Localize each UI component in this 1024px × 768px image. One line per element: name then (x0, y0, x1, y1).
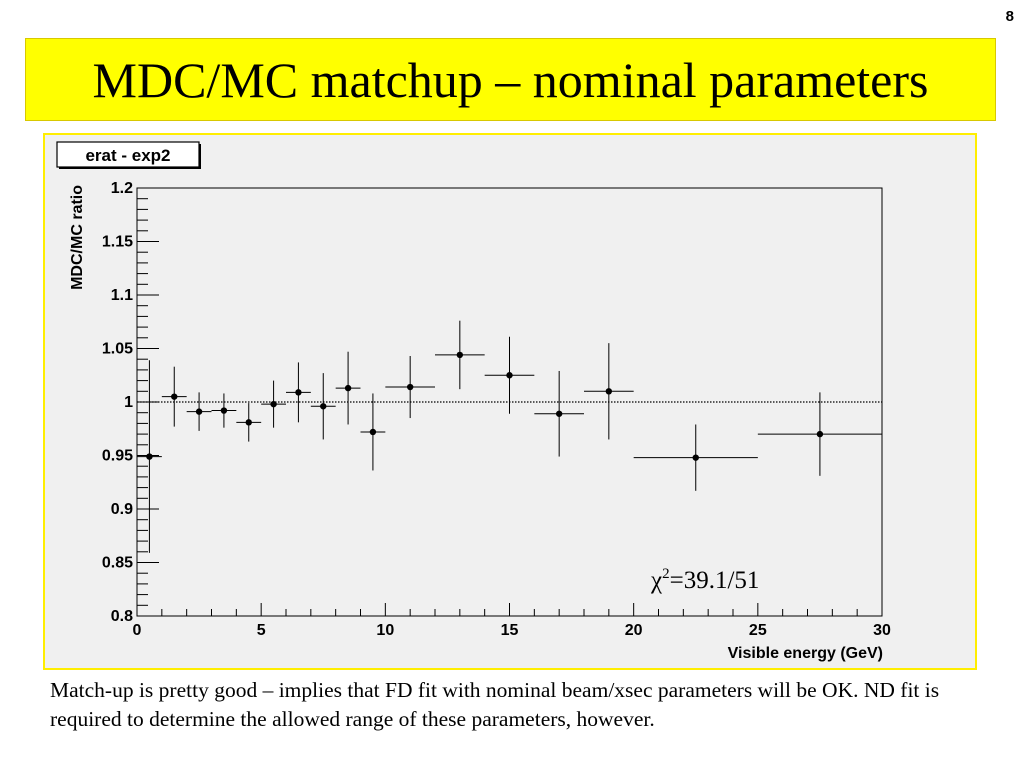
y-tick-label: 1 (124, 394, 133, 411)
x-tick-label: 30 (873, 622, 891, 639)
stats-title-box: erat - exp2 (56, 141, 201, 169)
data-point (310, 373, 336, 440)
data-marker (456, 351, 464, 359)
y-tick-label: 1.2 (111, 180, 133, 197)
x-tick-labels: 0 5 10 15 20 25 30 (133, 622, 891, 639)
data-marker (506, 372, 513, 379)
y-tick-label: 1.05 (102, 341, 133, 358)
data-point (484, 336, 535, 414)
y-tick-labels: 0.8 0.85 0.9 0.95 1 1.05 1.1 1.15 1.2 (102, 180, 133, 625)
x-tick-label: 5 (257, 622, 266, 639)
chi2-value: =39.1/51 (670, 567, 760, 594)
data-point (335, 351, 361, 425)
data-point (211, 393, 237, 428)
x-tick-label: 25 (749, 622, 767, 639)
slide-caption: Match-up is pretty good – implies that F… (50, 678, 940, 731)
slide-number: 8 (1005, 8, 1014, 25)
data-marker (692, 454, 699, 461)
y-tick-label: 1.1 (111, 287, 133, 304)
data-point (757, 392, 882, 476)
x-axis-label: Visible energy (GeV) (728, 645, 883, 662)
chi2-annotation: χ2=39.1/51 (650, 566, 759, 594)
data-point (137, 360, 162, 553)
y-tick-label: 0.8 (111, 608, 133, 625)
data-points (137, 320, 882, 553)
data-marker (270, 400, 277, 408)
data-marker (605, 388, 613, 395)
chi2-superscript: 2 (662, 566, 670, 582)
data-marker (816, 430, 824, 438)
data-point (584, 343, 634, 440)
data-marker (344, 384, 352, 392)
data-point (534, 370, 584, 457)
data-point (633, 424, 758, 491)
data-point (186, 392, 212, 431)
x-tick-label: 15 (501, 622, 519, 639)
y-tick-label: 0.85 (102, 555, 133, 572)
data-marker (369, 428, 377, 436)
chi2-symbol: χ (650, 567, 662, 594)
data-point (286, 362, 311, 423)
histogram-chart: erat - exp2 0 5 10 15 20 25 30 0.8 0.85 0.9 0.95 1… (45, 135, 975, 668)
y-tick-label: 1.15 (102, 234, 133, 251)
data-point (435, 320, 485, 390)
slide-title-box: MDC/MC matchup – nominal parameters (25, 38, 996, 121)
x-tick-label: 0 (133, 622, 142, 639)
data-marker (171, 393, 178, 400)
data-point (161, 366, 187, 427)
y-tick-label: 0.95 (102, 448, 133, 465)
data-marker (245, 419, 252, 426)
data-point (261, 380, 286, 428)
data-marker (146, 453, 153, 460)
data-marker (320, 403, 327, 410)
x-tick-label: 10 (376, 622, 394, 639)
data-marker (555, 410, 563, 417)
data-marker (406, 383, 414, 391)
data-marker (220, 407, 228, 414)
data-point (360, 393, 386, 471)
axis-ticks (136, 187, 883, 617)
data-marker (195, 408, 203, 415)
data-point (236, 403, 262, 442)
slide-title: MDC/MC matchup – nominal parameters (92, 52, 929, 108)
data-point (385, 355, 435, 419)
y-axis-label: MDC/MC ratio (69, 185, 86, 290)
data-marker (295, 389, 302, 396)
chart-title: erat - exp2 (85, 146, 170, 165)
y-tick-label: 0.9 (111, 501, 133, 518)
x-tick-label: 20 (625, 622, 643, 639)
